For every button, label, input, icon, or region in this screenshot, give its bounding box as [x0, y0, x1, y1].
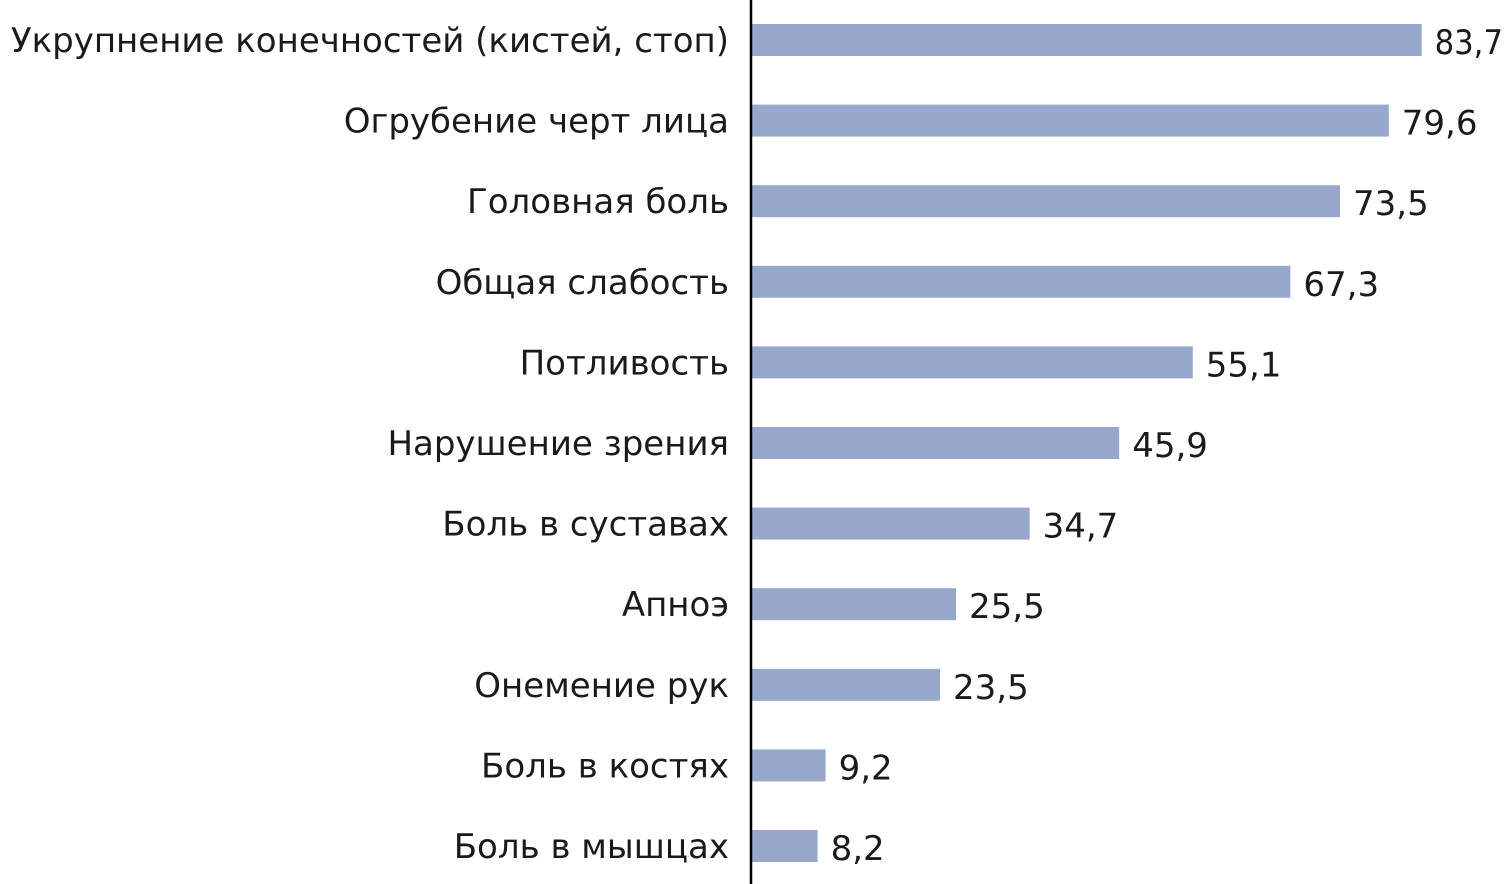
value-label-7: 25,5	[969, 587, 1045, 627]
bar-7	[752, 588, 956, 621]
category-label-5: Нарушение зрения	[387, 424, 729, 464]
category-label-7: Апноэ	[622, 585, 729, 625]
value-label-10: 8,2	[831, 829, 885, 869]
category-label-8: Онемение рук	[474, 666, 729, 706]
value-label-6: 34,7	[1043, 507, 1119, 547]
bars-layer	[752, 24, 1422, 862]
bar-3	[752, 265, 1291, 298]
bar-9	[752, 749, 826, 782]
bar-2	[752, 185, 1340, 218]
bar-5	[752, 427, 1120, 459]
value-label-2: 73,5	[1353, 184, 1429, 224]
category-label-4: Потливость	[520, 343, 729, 383]
category-label-9: Боль в костях	[481, 746, 729, 786]
category-label-10: Боль в мышцах	[454, 827, 729, 867]
category-label-1: Огрубение черт лица	[344, 102, 729, 142]
bar-8	[752, 668, 940, 701]
category-label-3: Общая слабость	[436, 263, 729, 303]
bar-6	[752, 507, 1030, 540]
value-label-5: 45,9	[1132, 426, 1208, 466]
bar-4	[752, 346, 1193, 379]
category-labels-layer: Укрупнение конечностей (кистей, стоп) Огр…	[11, 21, 729, 867]
value-label-3: 67,3	[1303, 265, 1379, 305]
category-label-0: Укрупнение конечностей (кистей, стоп)	[11, 21, 729, 61]
value-labels-layer: 83,7 79,6 73,5 67,3 55,1 45,9 34,7 25,5 23,5 9,2 8…	[831, 23, 1503, 869]
category-label-2: Головная боль	[467, 182, 729, 222]
bar-10	[752, 830, 818, 862]
value-label-8: 23,5	[953, 668, 1029, 708]
value-label-1: 79,6	[1402, 104, 1478, 144]
bar-1	[752, 104, 1389, 137]
value-label-9: 9,2	[839, 748, 893, 788]
value-label-0: 83,7	[1435, 23, 1503, 63]
category-label-6: Боль в суставах	[442, 505, 729, 545]
value-label-4: 55,1	[1206, 345, 1282, 385]
bar-0	[752, 24, 1422, 56]
